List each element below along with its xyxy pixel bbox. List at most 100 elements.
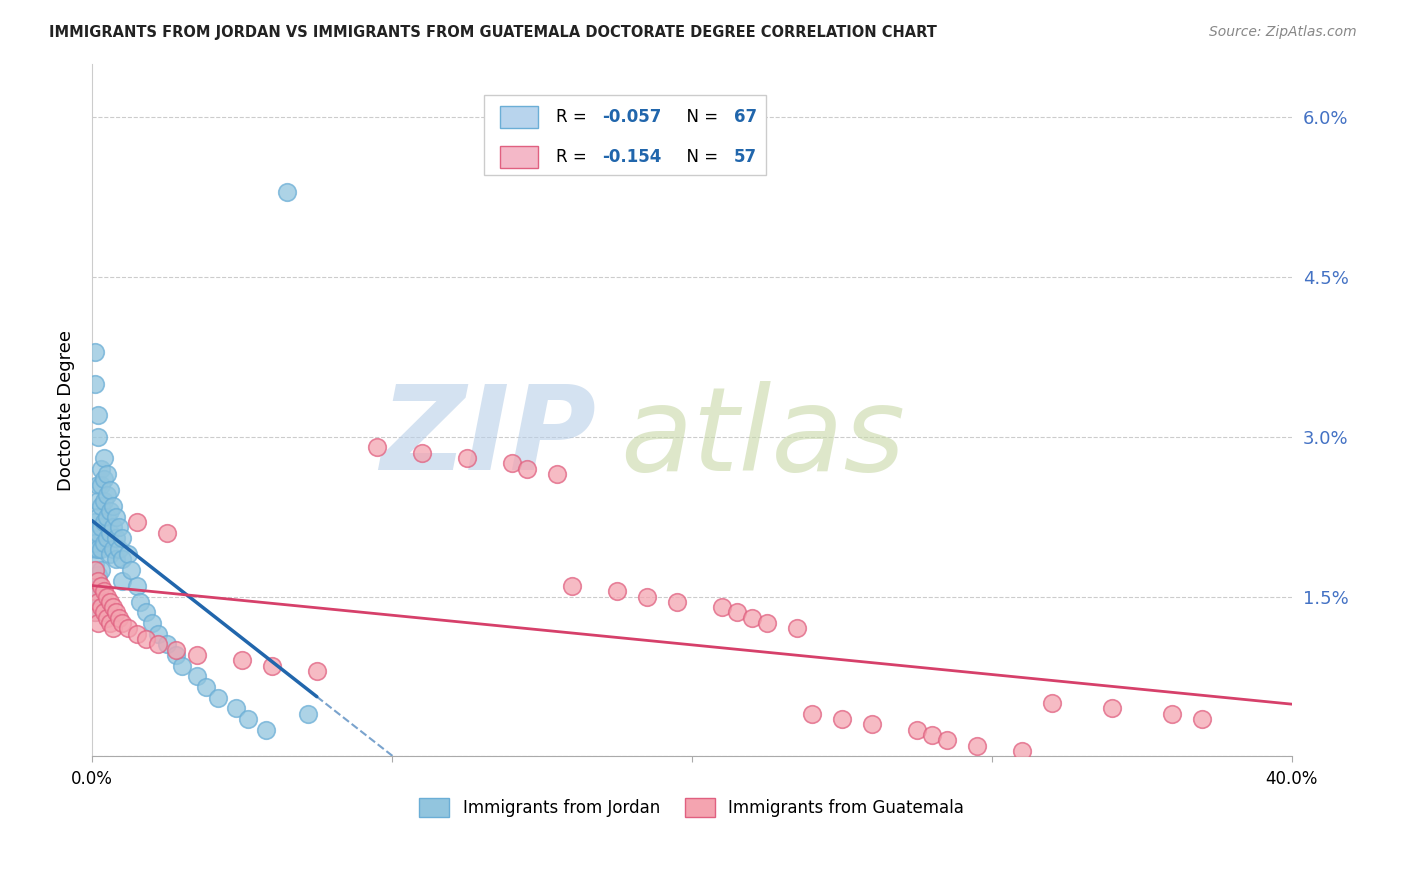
Point [165,648,187,662]
Point [786,622,808,636]
Point [83,606,105,620]
Point [93,472,115,486]
Point [83,525,105,540]
Point [170,658,193,673]
Point [135,632,157,647]
Legend: Immigrants from Jordan, Immigrants from Guatemala: Immigrants from Jordan, Immigrants from … [413,791,972,824]
Point [108,611,131,625]
Text: 57: 57 [734,148,756,166]
Point [921,728,943,742]
FancyBboxPatch shape [501,106,538,128]
Point [98,616,121,631]
Point [120,563,142,577]
Point [117,547,139,561]
Point [725,606,748,620]
Point [87,590,110,604]
Point [104,531,127,545]
Text: Source: ZipAtlas.com: Source: ZipAtlas.com [1209,25,1357,39]
Point [156,637,179,651]
Point [194,680,217,694]
Point [411,446,433,460]
Text: 67: 67 [734,108,756,127]
Point [276,185,298,199]
Text: N =: N = [676,108,724,127]
Point [546,467,568,481]
Point [87,568,110,582]
FancyBboxPatch shape [501,146,538,168]
Point [87,525,110,540]
Point [101,541,124,556]
Point [305,664,328,678]
Point [96,590,118,604]
Point [186,648,208,662]
Point [87,616,110,631]
Point [90,477,112,491]
Point [93,515,115,529]
Point [83,574,105,588]
FancyBboxPatch shape [484,95,766,175]
Point [83,563,105,577]
Point [1040,696,1063,710]
Point [111,531,134,545]
Point [96,488,118,502]
Point [93,451,115,466]
Point [741,611,763,625]
Point [96,509,118,524]
Point [83,584,105,599]
Point [93,606,115,620]
Point [831,712,853,726]
Y-axis label: Doctorate Degree: Doctorate Degree [58,330,75,491]
Point [636,590,658,604]
Text: ZIP: ZIP [380,380,596,495]
Point [665,595,688,609]
Point [111,616,134,631]
Point [101,622,124,636]
Point [755,616,778,631]
Point [93,584,115,599]
Text: R =: R = [557,148,592,166]
Point [83,590,105,604]
Point [935,733,957,747]
Point [87,595,110,609]
Point [128,595,150,609]
Point [87,509,110,524]
Point [141,616,163,631]
Point [87,541,110,556]
Point [225,701,247,715]
Point [156,525,179,540]
Point [207,690,229,705]
Point [83,536,105,550]
Point [83,541,105,556]
Point [87,409,110,423]
Point [710,600,733,615]
Point [108,520,131,534]
Point [800,706,823,721]
Point [93,493,115,508]
Point [905,723,928,737]
Text: N =: N = [676,148,724,166]
Point [117,622,139,636]
Point [165,642,187,657]
Text: R =: R = [557,108,592,127]
Point [90,563,112,577]
Point [83,606,105,620]
Point [104,606,127,620]
Point [96,611,118,625]
Point [254,723,277,737]
Point [186,669,208,683]
Point [104,552,127,566]
Point [87,493,110,508]
Point [96,467,118,481]
Point [83,515,105,529]
Point [860,717,883,731]
Point [98,483,121,497]
Point [101,520,124,534]
Point [966,739,988,753]
Point [87,574,110,588]
Point [516,461,538,475]
Point [297,706,319,721]
Point [83,558,105,572]
Point [1101,701,1123,715]
Point [101,499,124,513]
Point [456,451,478,466]
